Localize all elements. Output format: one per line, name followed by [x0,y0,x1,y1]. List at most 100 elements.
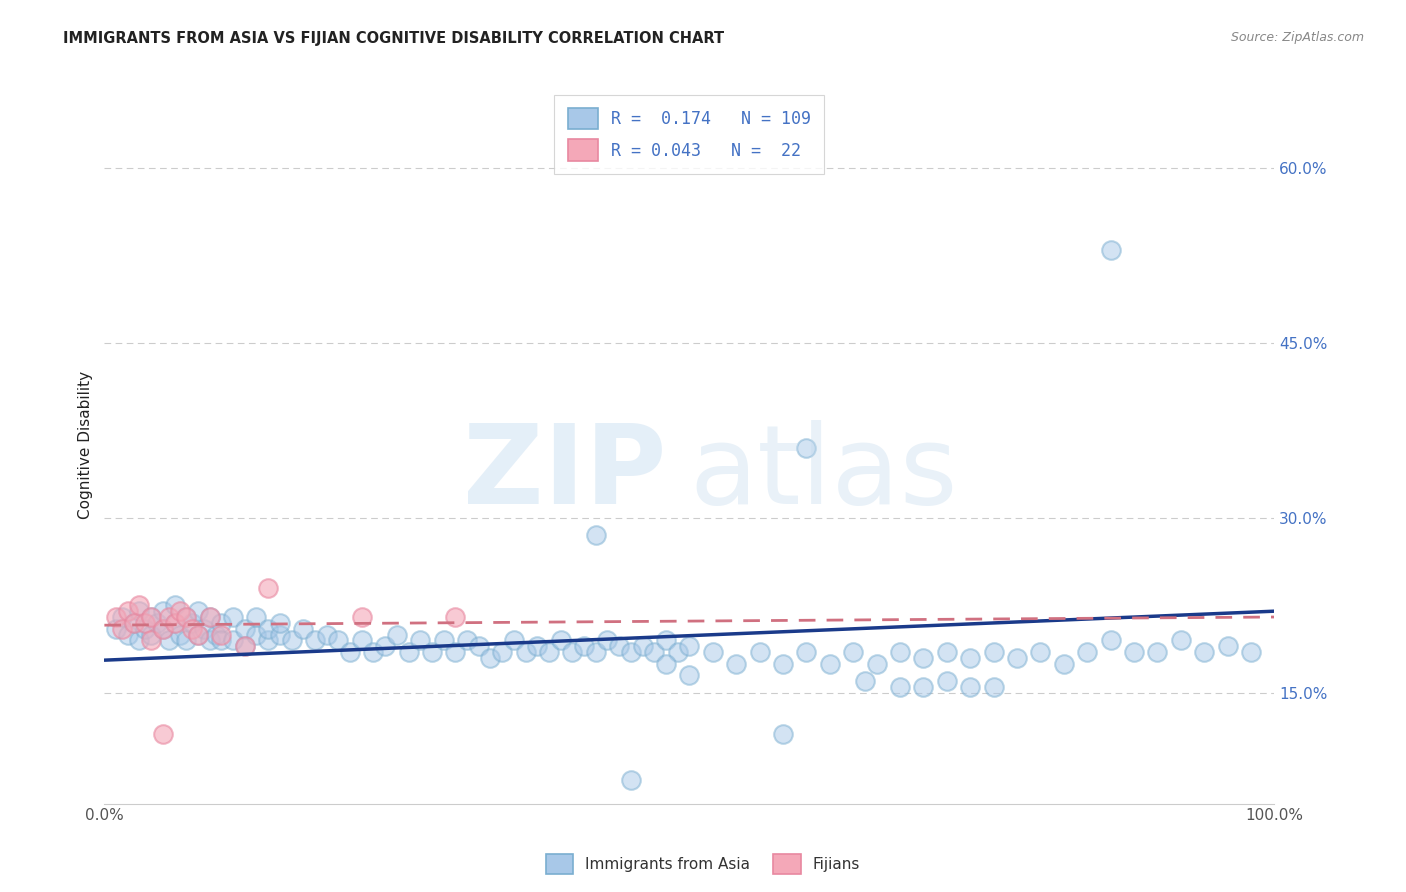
Text: Source: ZipAtlas.com: Source: ZipAtlas.com [1230,31,1364,45]
Point [328,633,350,648]
Y-axis label: Cognitive Disability: Cognitive Disability [79,371,93,519]
Point [420,645,443,659]
Point [796,441,818,455]
Legend: R =  0.174   N = 109, R = 0.043   N =  22: R = 0.174 N = 109, R = 0.043 N = 22 [554,95,824,174]
Point [959,680,981,694]
Point [796,645,818,659]
Point [141,610,163,624]
Point [187,627,209,641]
Point [572,639,595,653]
Point [491,645,513,659]
Point [1099,633,1122,648]
Point [209,627,232,641]
Point [222,633,245,648]
Point [209,615,232,630]
Point [152,726,174,740]
Point [315,627,337,641]
Point [187,627,209,641]
Point [643,645,665,659]
Point [1005,650,1028,665]
Point [193,622,215,636]
Point [1216,639,1239,653]
Point [655,657,678,671]
Point [398,645,420,659]
Point [304,633,326,648]
Point [128,599,150,613]
Point [146,615,169,630]
Point [174,610,197,624]
Point [141,610,163,624]
Point [222,610,245,624]
Point [169,604,191,618]
Point [444,610,467,624]
Point [456,633,478,648]
Point [245,627,267,641]
Text: IMMIGRANTS FROM ASIA VS FIJIAN COGNITIVE DISABILITY CORRELATION CHART: IMMIGRANTS FROM ASIA VS FIJIAN COGNITIVE… [63,31,724,46]
Point [912,680,935,694]
Point [631,639,654,653]
Point [152,622,174,636]
Point [607,639,630,653]
Point [444,645,467,659]
Point [983,645,1005,659]
Point [678,639,700,653]
Point [269,627,291,641]
Point [1123,645,1146,659]
Point [204,627,226,641]
Point [585,645,607,659]
Point [585,528,607,542]
Point [134,622,156,636]
Point [678,668,700,682]
Point [233,639,256,653]
Point [865,657,887,671]
Point [468,639,491,653]
Point [163,615,186,630]
Point [157,633,180,648]
Point [117,627,139,641]
Point [181,622,204,636]
Point [141,627,163,641]
Point [853,674,876,689]
Point [141,633,163,648]
Point [245,610,267,624]
Point [152,622,174,636]
Point [122,615,145,630]
Point [935,674,957,689]
Point [111,610,134,624]
Text: atlas: atlas [689,420,957,527]
Text: ZIP: ZIP [463,420,666,527]
Point [111,622,134,636]
Point [515,645,537,659]
Point [1146,645,1168,659]
Point [1240,645,1263,659]
Point [363,645,385,659]
Point [117,604,139,618]
Point [374,639,396,653]
Point [257,622,280,636]
Point [209,633,232,648]
Point [912,650,935,665]
Point [198,610,221,624]
Point [198,610,221,624]
Point [526,639,548,653]
Point [620,645,643,659]
Point [889,680,911,694]
Point [174,610,197,624]
Point [385,627,408,641]
Point [105,622,128,636]
Point [1099,243,1122,257]
Point [181,615,204,630]
Point [174,633,197,648]
Point [537,645,560,659]
Point [1029,645,1052,659]
Point [350,610,373,624]
Point [818,657,841,671]
Point [169,627,191,641]
Point [152,604,174,618]
Point [134,615,156,630]
Point [550,633,572,648]
Point [122,615,145,630]
Point [257,581,280,595]
Point [128,604,150,618]
Point [772,657,794,671]
